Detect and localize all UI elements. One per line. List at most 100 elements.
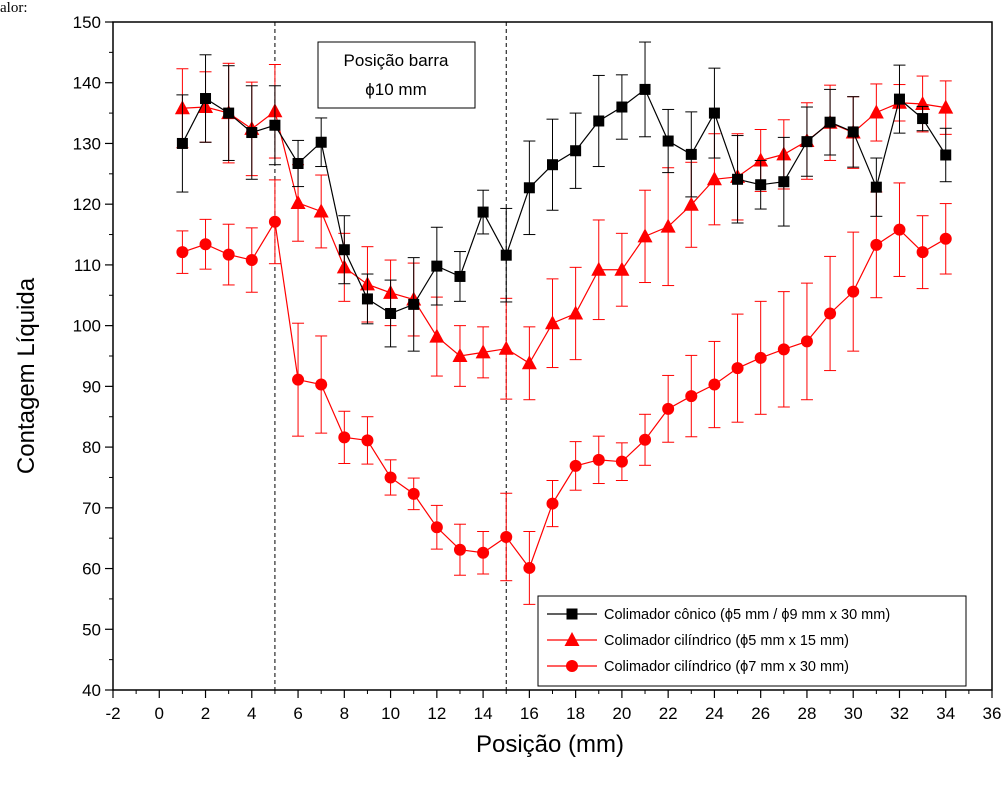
data-point <box>731 362 744 375</box>
x-tick-label: -2 <box>105 704 120 723</box>
data-point <box>917 113 929 125</box>
data-point <box>570 145 582 157</box>
data-point <box>500 530 513 543</box>
legend-label: Colimador cilíndrico (ϕ5 mm x 15 mm) <box>604 633 849 649</box>
data-point <box>429 328 445 343</box>
data-point <box>614 261 630 276</box>
data-point <box>708 107 720 119</box>
y-tick-label: 110 <box>74 256 101 275</box>
y-tick-label: 80 <box>82 438 101 457</box>
data-point <box>639 433 652 446</box>
data-point <box>916 246 929 259</box>
data-point <box>268 215 281 228</box>
data-point <box>708 378 721 391</box>
data-point <box>824 307 837 320</box>
data-point <box>407 487 420 500</box>
data-point <box>176 246 189 259</box>
x-tick-label: 34 <box>936 704 955 723</box>
data-point <box>384 471 397 484</box>
series-line <box>182 102 946 365</box>
x-tick-label: 26 <box>751 704 770 723</box>
data-point <box>199 238 212 251</box>
data-point <box>801 136 813 148</box>
axis-ticks: -2 0 2 4 6 8 10 12 14 16 18 20 22 24 26 28 30 32 34 3640506… <box>73 13 1002 723</box>
legend: Colimador cônico (ϕ5 mm / ϕ9 mm x 30 mm)… <box>537 595 967 687</box>
data-point <box>477 206 489 218</box>
data-point <box>778 176 790 188</box>
legend-entry: Colimador cônico (ϕ5 mm / ϕ9 mm x 30 mm) <box>547 607 890 623</box>
data-point <box>755 179 767 191</box>
data-point <box>292 373 305 386</box>
data-point <box>361 293 373 305</box>
x-tick-label: 28 <box>797 704 816 723</box>
series-layer <box>174 41 954 605</box>
page-text-fragment: alor: <box>0 0 28 16</box>
y-axis-title: Contagem Líquida <box>13 277 40 474</box>
data-point <box>847 126 859 138</box>
data-point <box>592 453 605 466</box>
data-point <box>685 148 697 160</box>
data-point <box>338 244 350 256</box>
data-point <box>662 135 674 147</box>
data-point <box>615 455 628 468</box>
series-line <box>181 88 947 315</box>
data-point <box>893 223 906 236</box>
legend-label: Colimador cilíndrico (ϕ7 mm x 30 mm) <box>604 659 849 675</box>
data-point <box>893 93 905 105</box>
y-tick-label: 90 <box>82 377 101 396</box>
legend-entry: Colimador cilíndrico (ϕ7 mm x 30 mm) <box>547 659 849 675</box>
data-point <box>176 137 188 149</box>
data-point <box>430 521 443 534</box>
legend-marker <box>566 660 578 672</box>
x-tick-label: 18 <box>566 704 585 723</box>
y-tick-label: 60 <box>82 560 101 579</box>
legend-label: Colimador cônico (ϕ5 mm / ϕ9 mm x 30 mm) <box>604 607 890 623</box>
data-point <box>732 173 744 185</box>
data-point <box>616 101 628 113</box>
data-point <box>521 355 537 370</box>
x-tick-label: 12 <box>427 704 446 723</box>
data-point <box>498 340 514 355</box>
y-tick-label: 70 <box>82 499 101 518</box>
data-point <box>315 136 327 148</box>
y-tick-label: 130 <box>73 134 101 153</box>
series-square <box>176 41 952 352</box>
series-triangle <box>174 62 954 401</box>
data-point <box>569 459 582 472</box>
data-point <box>523 561 536 574</box>
data-point <box>292 157 304 169</box>
data-point <box>800 335 813 348</box>
data-point <box>660 218 676 233</box>
x-axis-title: Posição (mm) <box>476 731 624 758</box>
data-point <box>546 497 559 510</box>
data-point <box>408 298 420 310</box>
data-point <box>662 402 675 415</box>
x-tick-label: 30 <box>844 704 863 723</box>
data-point <box>222 248 235 261</box>
data-point <box>685 390 698 403</box>
data-point <box>545 315 560 330</box>
x-tick-label: 16 <box>520 704 539 723</box>
data-point <box>315 378 328 391</box>
legend-entry: Colimador cilíndrico (ϕ5 mm x 15 mm) <box>547 632 849 649</box>
x-tick-label: 2 <box>201 704 210 723</box>
x-tick-label: 4 <box>247 704 256 723</box>
x-tick-label: 10 <box>381 704 400 723</box>
x-tick-label: 20 <box>612 704 631 723</box>
data-point <box>568 305 584 320</box>
data-point <box>940 149 952 161</box>
legend-box <box>537 595 967 687</box>
data-point <box>269 119 281 131</box>
y-tick-label: 120 <box>73 195 101 214</box>
data-point <box>452 348 468 362</box>
annotation-box <box>317 41 476 109</box>
data-point <box>385 307 397 319</box>
data-point <box>475 344 491 359</box>
data-point <box>706 171 722 186</box>
y-tick-label: 40 <box>82 681 101 700</box>
data-point <box>870 181 882 193</box>
data-point <box>754 351 767 364</box>
data-point <box>591 261 607 276</box>
data-point <box>547 159 558 171</box>
data-point <box>824 116 836 128</box>
